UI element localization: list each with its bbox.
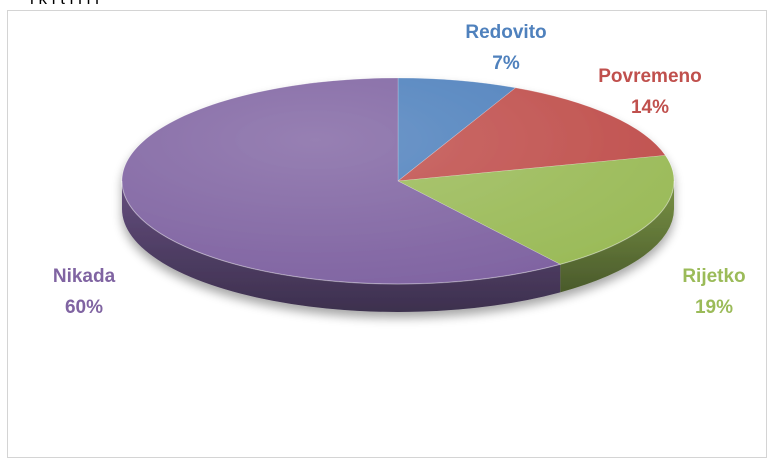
clipped-caption: i k i t i i i l <box>0 0 776 12</box>
data-label-category-redovito: Redovito <box>465 22 546 43</box>
pie-body <box>121 77 675 313</box>
pie-side-nikada <box>121 181 561 313</box>
clipped-caption-text: i k i t i i i l <box>30 0 99 9</box>
data-label-category-povremeno: Povremeno <box>598 66 701 87</box>
pie-side-rijetko <box>560 181 674 293</box>
data-label-value-povremeno: 14% <box>631 97 669 118</box>
data-label-value-rijetko: 19% <box>695 297 733 318</box>
data-label-category-rijetko: Rijetko <box>682 266 745 287</box>
pie-top-highlight <box>122 78 674 284</box>
pie-rim-highlight <box>121 180 675 285</box>
data-label-value-redovito: 7% <box>492 53 520 74</box>
data-label-value-nikada: 60% <box>65 297 103 318</box>
data-label-category-nikada: Nikada <box>53 266 116 287</box>
